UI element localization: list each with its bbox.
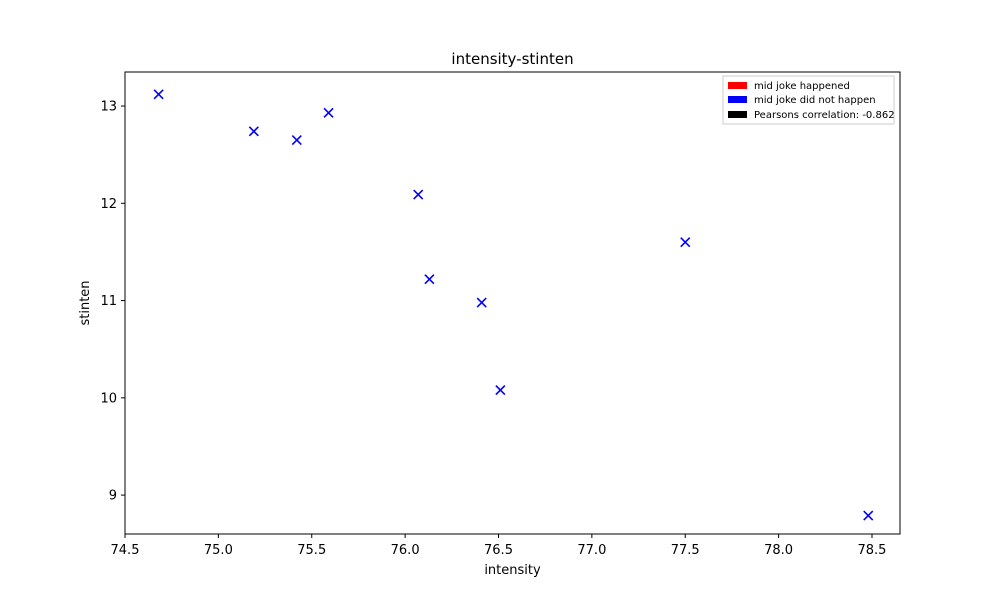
y-axis-ticks: 9 10 11 12 13 [100,100,125,504]
data-point [680,237,691,248]
legend-label-mid-joke-happened: mid joke happened [754,81,850,92]
plot-area-frame [124,71,901,535]
data-point [424,274,435,285]
y-tick-label: 11 [100,294,117,309]
x-tick-label: 76.0 [391,543,420,558]
x-tick-label: 78.0 [764,543,793,558]
chart-title: intensity-stinten [451,50,573,68]
data-point-stroke [424,274,435,285]
y-tick-label: 9 [109,489,117,504]
x-tick-label: 75.0 [204,543,233,558]
data-points [153,89,874,521]
data-point-stroke [476,297,487,308]
data-point [863,510,874,521]
y-tick-label: 10 [100,391,117,406]
legend-label-mid-joke-did-not-happen: mid joke did not happen [754,95,876,106]
legend-swatch-mid-joke-happened [728,82,747,89]
data-point [495,384,506,396]
legend-box [722,75,895,125]
legend: mid joke happened mid joke did not happe… [722,75,895,125]
data-point-stroke [323,107,334,118]
data-point-stroke [248,126,259,137]
x-axis-ticks: 74.5 75.0 75.5 76.0 76.5 77.0 77.5 78.0 78.5 [111,534,887,558]
legend-swatch-pearsons-correlation [728,111,747,118]
data-point-stroke [495,384,506,396]
x-axis-label: intensity [484,563,541,578]
x-tick-label: 77.5 [671,543,700,558]
y-tick-label: 13 [100,100,117,115]
data-point [248,126,259,137]
data-point-stroke [863,510,874,521]
legend-swatch-mid-joke-did-not-happen [728,96,747,103]
y-tick-label: 12 [100,197,117,212]
data-point [413,189,424,200]
data-point [291,135,302,146]
x-tick-label: 78.5 [858,543,887,558]
data-point-stroke [153,89,164,100]
x-tick-label: 75.5 [297,543,326,558]
data-point [476,297,487,308]
data-point [323,107,334,118]
x-tick-label: 76.5 [484,543,513,558]
y-axis-label: stinten [78,280,93,325]
data-point-stroke [413,189,424,200]
data-point-stroke [680,237,691,248]
legend-label-pearsons-correlation: Pearsons correlation: -0.862 [754,110,895,121]
x-tick-label: 74.5 [111,543,140,558]
data-point-stroke [291,135,302,146]
data-point [153,89,164,100]
x-tick-label: 77.0 [577,543,606,558]
